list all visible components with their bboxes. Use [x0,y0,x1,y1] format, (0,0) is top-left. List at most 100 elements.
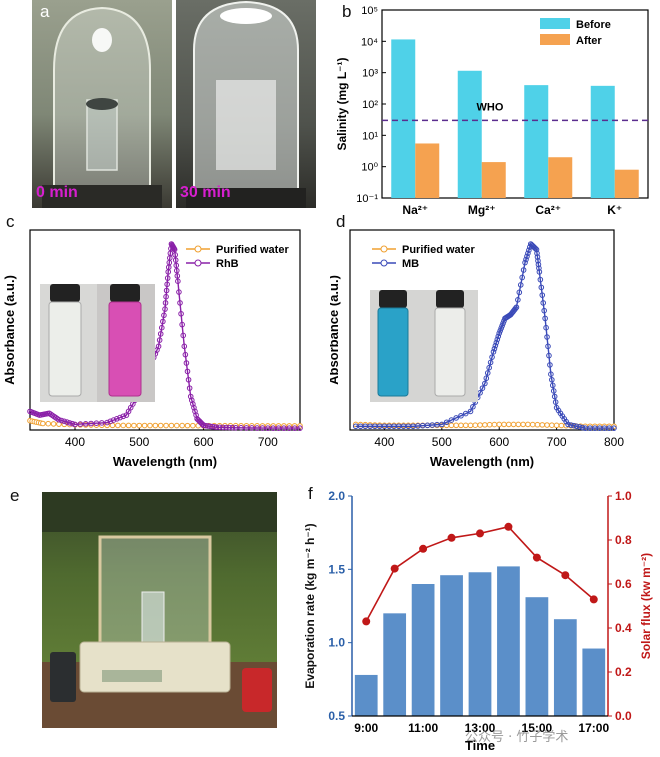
data-point [56,416,62,423]
data-point [491,421,498,428]
data-point [573,423,580,430]
legend-swatch [540,18,570,29]
evaporation-bar [354,674,378,716]
data-point [173,267,180,274]
data-point [534,250,540,257]
panel-label-b: b [342,2,352,21]
data-point [184,368,191,375]
x-tick-label: 700 [547,435,567,449]
y-tick-label: 10⁰ [361,162,378,174]
data-point [254,425,260,431]
panel-label-a: a [40,2,50,21]
data-point [515,421,522,428]
data-point [540,300,547,306]
rhb-absorbance-chart: 400 500 600 700 Wavelength (nm) Absorbance (a… [2,229,303,469]
evaporation-bar [497,566,520,716]
data-point [522,259,528,266]
data-point [496,330,503,337]
data-point [113,416,120,422]
data-point [546,352,552,359]
data-point [188,397,195,404]
data-point [179,321,185,328]
data-point [98,420,105,426]
x-tick-label: Na²⁺ [402,203,428,217]
bar-before [457,70,482,198]
rhb-vials-photo [40,284,155,402]
data-point [448,417,455,423]
legend-swatch [540,34,570,45]
mb-absorbance-chart: 400 500 600 700 800 Wavelength (nm) Absorbance… [326,229,624,469]
data-point [553,422,560,429]
data-point [486,421,493,428]
data-point [520,421,526,428]
data-point [571,422,577,429]
data-point [125,422,132,429]
data-point [524,253,530,260]
y-tick-label: 10⁴ [361,36,378,48]
x-tick-label: 17:00 [578,721,609,735]
x-tick-label: 500 [432,435,452,449]
data-point [192,408,198,415]
legend-label: MB [402,258,419,270]
y-tick-label: 0.5 [328,709,345,723]
photo-0min: 0 min [32,0,172,208]
data-point [229,424,236,431]
data-point [525,421,531,428]
y-axis-label: Absorbance (a.u.) [330,275,341,385]
data-point [176,289,182,295]
photo-30min: 30 min [176,0,316,208]
data-point [291,425,298,431]
data-point [495,333,502,340]
data-point [223,424,229,431]
data-point [534,421,541,428]
bar-before [590,85,615,198]
data-point [61,418,68,425]
data-point [498,325,504,332]
data-point [458,412,464,419]
data-point [177,300,183,306]
data-point [535,261,542,268]
data-point [549,382,556,389]
who-label: WHO [477,101,504,113]
legend-label: After [576,35,602,47]
data-point [190,401,196,407]
bar-after [481,162,506,198]
data-point [565,421,571,428]
evaporation-bar [383,613,407,716]
data-point [110,417,117,423]
legend-label: RhB [216,258,239,270]
caption-0min: 0 min [36,184,78,201]
data-point [45,420,52,427]
salinity-chart: 10⁻¹ 10⁰ 10¹ 10² 10³ 10⁴ 10⁵ Salinity (mg L⁻¹) N… [335,5,649,217]
x-axis-label: Wavelength (nm) [113,454,217,469]
data-point [549,376,555,383]
solar-flux-point [447,533,456,542]
data-point [107,418,114,425]
data-point [462,410,469,417]
bell-jar-0min [42,6,162,208]
legend-marker [380,259,388,267]
data-point [489,354,495,360]
data-point [157,331,164,337]
data-point [161,312,167,319]
data-point [519,274,525,281]
data-point [493,339,500,346]
data-point [120,422,127,429]
solar-flux-point [561,571,570,580]
panel-c: c 400 500 600 700 Wavelength (nm) Absorbance … [0,212,330,487]
panel-b: b 10⁻¹ 10⁰ 10¹ 10² 10³ 10⁴ 10⁵ Salinity (mg L⁻¹… [330,0,660,218]
data-point [174,273,181,279]
data-point [458,422,464,429]
data-point [152,422,159,429]
x-tick-label: 700 [258,435,278,449]
data-point [178,310,184,317]
data-point [164,281,170,288]
legend-label: Before [576,19,611,31]
panel-label-f: f [308,484,313,503]
data-point [492,342,499,349]
data-point [536,265,542,271]
data-point [173,422,180,429]
data-point [72,421,78,428]
y-tick-label: 10² [362,99,378,111]
data-point [211,424,218,430]
